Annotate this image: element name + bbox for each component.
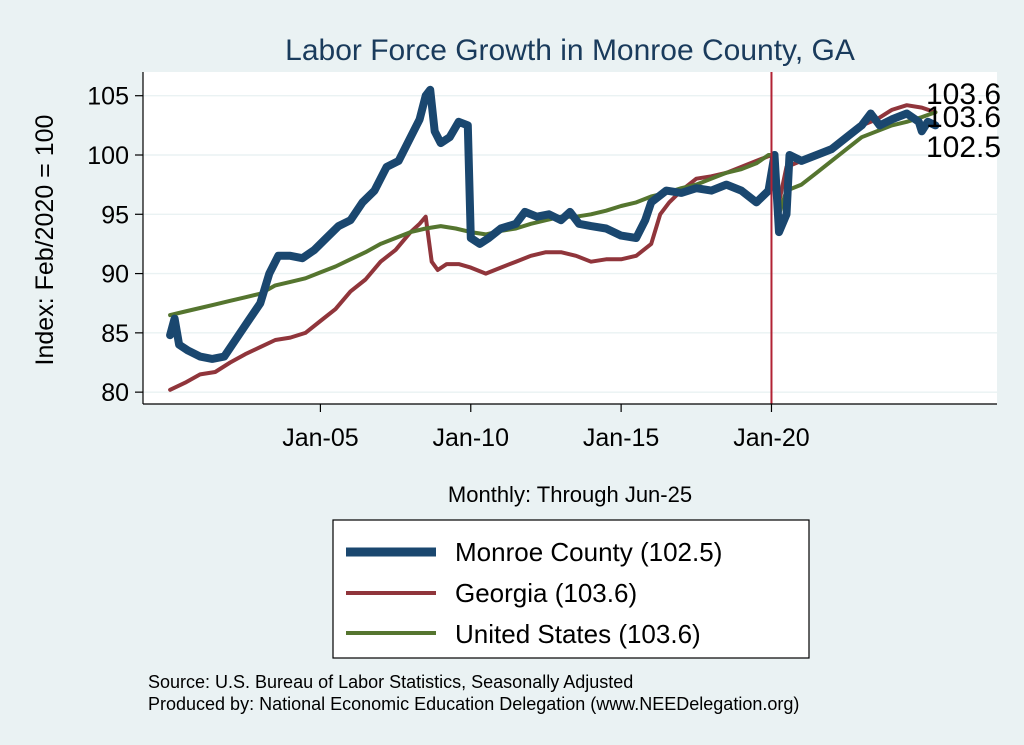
y-tick-label-80: 80 [101, 379, 129, 407]
legend-label-georgia: Georgia (103.6) [455, 578, 637, 608]
x-tick-label-jan-20: Jan-20 [733, 424, 809, 452]
series-lines [166, 85, 940, 392]
series-line-monroe-county [166, 85, 940, 363]
end-label-1: 103.6 [926, 101, 1001, 134]
producer-note: Produced by: National Economic Education… [148, 694, 799, 714]
y-axis-title: Index: Feb/2020 = 100 [31, 115, 59, 366]
series-line-georgia [168, 103, 938, 392]
legend-label-united-states: United States (103.6) [455, 619, 701, 649]
y-tick-label-85: 85 [101, 320, 129, 348]
legend-label-monroe-county: Monroe County (102.5) [455, 537, 722, 567]
y-tick-label-105: 105 [87, 83, 129, 111]
y-tick-label-90: 90 [101, 261, 129, 289]
x-axis-title: Monthly: Through Jun-25 [448, 482, 692, 507]
chart-title: Labor Force Growth in Monroe County, GA [285, 34, 855, 67]
x-axis-ticks: Jan-05 Jan-10 Jan-15 Jan-20 [282, 404, 810, 452]
y-tick-label-95: 95 [101, 201, 129, 229]
end-label-2: 102.5 [926, 131, 1001, 164]
source-note: Source: U.S. Bureau of Labor Statistics,… [148, 672, 633, 692]
x-tick-label-jan-15: Jan-15 [583, 424, 659, 452]
legend: Monroe County (102.5) Georgia (103.6) Un… [332, 519, 810, 659]
x-tick-label-jan-05: Jan-05 [282, 424, 358, 452]
end-label-0: 103.6 [926, 78, 1001, 111]
y-tick-label-100: 100 [87, 142, 129, 170]
x-tick-label-jan-10: Jan-10 [433, 424, 509, 452]
y-axis-ticks: 80 85 90 95 100 105 [87, 83, 143, 407]
